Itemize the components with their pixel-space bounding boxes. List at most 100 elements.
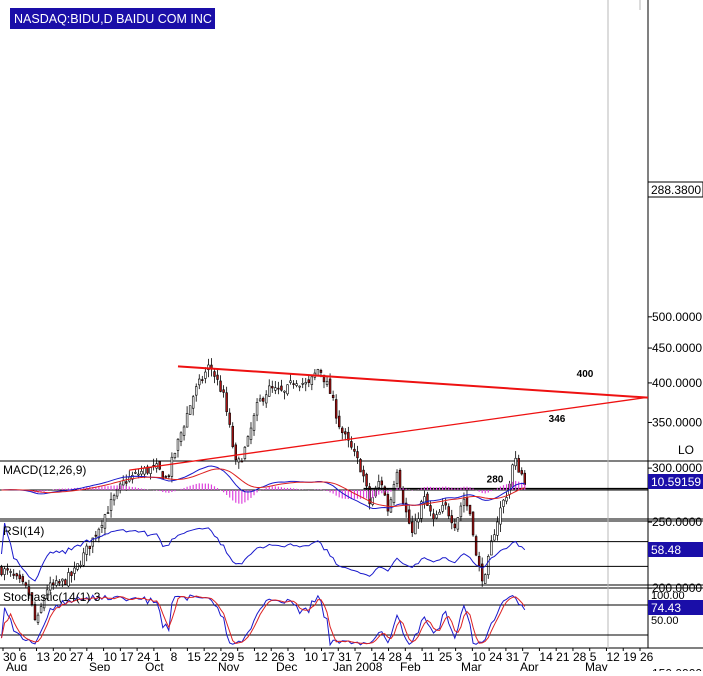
candle-body <box>380 480 384 486</box>
candle-body <box>453 523 457 529</box>
y-tick-label: 150.0000 <box>652 666 702 671</box>
candle-body <box>517 458 520 473</box>
candle-body <box>307 379 311 383</box>
rsi-label: RSI(14) <box>3 524 44 538</box>
candle-body <box>149 467 152 474</box>
trendline-upper-resistance <box>177 365 649 399</box>
last-price-value: 288.3800 <box>651 183 701 197</box>
candle-body <box>21 576 25 583</box>
x-day-label: 30 <box>3 650 17 664</box>
candle-body <box>280 385 283 391</box>
trendline-label-346: 346 <box>549 414 566 425</box>
candle-body <box>365 473 368 487</box>
trendline-label-280: 280 <box>487 475 504 486</box>
candle-body <box>401 488 405 504</box>
candle-body <box>6 568 9 571</box>
candle-body <box>310 376 314 385</box>
x-day-label: 10 <box>472 650 486 664</box>
macd-value-box <box>648 474 703 489</box>
x-day-label: 15 <box>187 650 201 664</box>
candle-body <box>429 505 432 512</box>
rsi-panel <box>0 522 648 582</box>
candle-body <box>258 398 262 402</box>
candle-body <box>392 484 396 503</box>
candle-body <box>42 598 46 609</box>
y-tick-label: 450.0000 <box>652 341 702 355</box>
candle-body <box>216 374 219 380</box>
candle-body <box>18 574 21 580</box>
candle-body <box>404 502 408 513</box>
candle-body <box>27 586 31 596</box>
y-tick-label: 200.0000 <box>652 581 702 595</box>
x-day-label: 3 <box>288 650 295 664</box>
candle-body <box>456 517 460 530</box>
x-day-label: 12 <box>606 650 620 664</box>
candle-body <box>331 394 335 398</box>
candle-body <box>55 580 58 586</box>
x-day-label: 4 <box>405 650 412 664</box>
candle-body <box>137 473 140 476</box>
candle-body <box>292 383 295 385</box>
x-month-label: Feb <box>400 660 421 671</box>
candle-body <box>337 415 341 428</box>
candle-body <box>334 399 338 419</box>
x-month-label: Aug <box>6 660 27 671</box>
candle-body <box>103 514 107 529</box>
candle-body <box>414 520 417 535</box>
candle-body <box>471 511 475 536</box>
candle-body <box>204 371 207 379</box>
candle-body <box>505 497 508 502</box>
macd-panel <box>0 465 648 509</box>
candle-body <box>438 511 441 515</box>
candle-body <box>94 534 98 537</box>
candle-body <box>109 499 113 511</box>
candle-body <box>268 385 271 397</box>
candle-body <box>444 502 447 506</box>
x-day-label: 14 <box>539 650 553 664</box>
candle-body <box>179 432 183 442</box>
candle-body <box>520 470 523 475</box>
rsi-line <box>1 522 526 582</box>
lo-label: LO <box>678 443 694 457</box>
candle-body <box>234 444 237 461</box>
x-day-label: 14 <box>372 650 386 664</box>
x-month-label: Dec <box>276 660 297 671</box>
candle-body <box>325 380 329 385</box>
macd-line <box>1 465 525 509</box>
candle-body <box>493 534 496 541</box>
candle-body <box>371 497 374 505</box>
x-day-label: 4 <box>87 650 94 664</box>
candle-body <box>3 568 6 575</box>
candle-body <box>106 512 110 514</box>
x-day-label: 26 <box>640 650 654 664</box>
y-tick-label: 500.0000 <box>652 310 702 324</box>
x-month-label: Mar <box>461 660 482 671</box>
x-month-label: Sep <box>89 660 111 671</box>
candle-body <box>377 481 380 489</box>
candle-body <box>353 448 356 452</box>
candle-body <box>173 452 177 459</box>
candle-body <box>462 498 466 506</box>
candle-body <box>499 507 502 525</box>
candle-body <box>386 494 390 512</box>
candle-body <box>0 566 3 576</box>
y-tick-label: 250.0000 <box>652 515 702 529</box>
candle-body <box>435 514 438 519</box>
candle-body <box>176 438 180 451</box>
candle-body <box>85 545 88 555</box>
candle-body <box>417 518 420 523</box>
candle-body <box>131 475 134 480</box>
candle-body <box>191 396 195 409</box>
candle-body <box>356 451 359 459</box>
y-tick-label: 350.0000 <box>652 415 702 429</box>
candle-body <box>213 371 216 377</box>
candle-body <box>100 525 104 528</box>
y-tick-label: 300.0000 <box>652 461 702 475</box>
candle-body <box>255 402 259 416</box>
candle-body <box>286 384 289 395</box>
candle-body <box>39 606 43 613</box>
candle-body <box>474 536 478 556</box>
candle-body <box>264 394 268 404</box>
candle-body <box>252 415 256 431</box>
